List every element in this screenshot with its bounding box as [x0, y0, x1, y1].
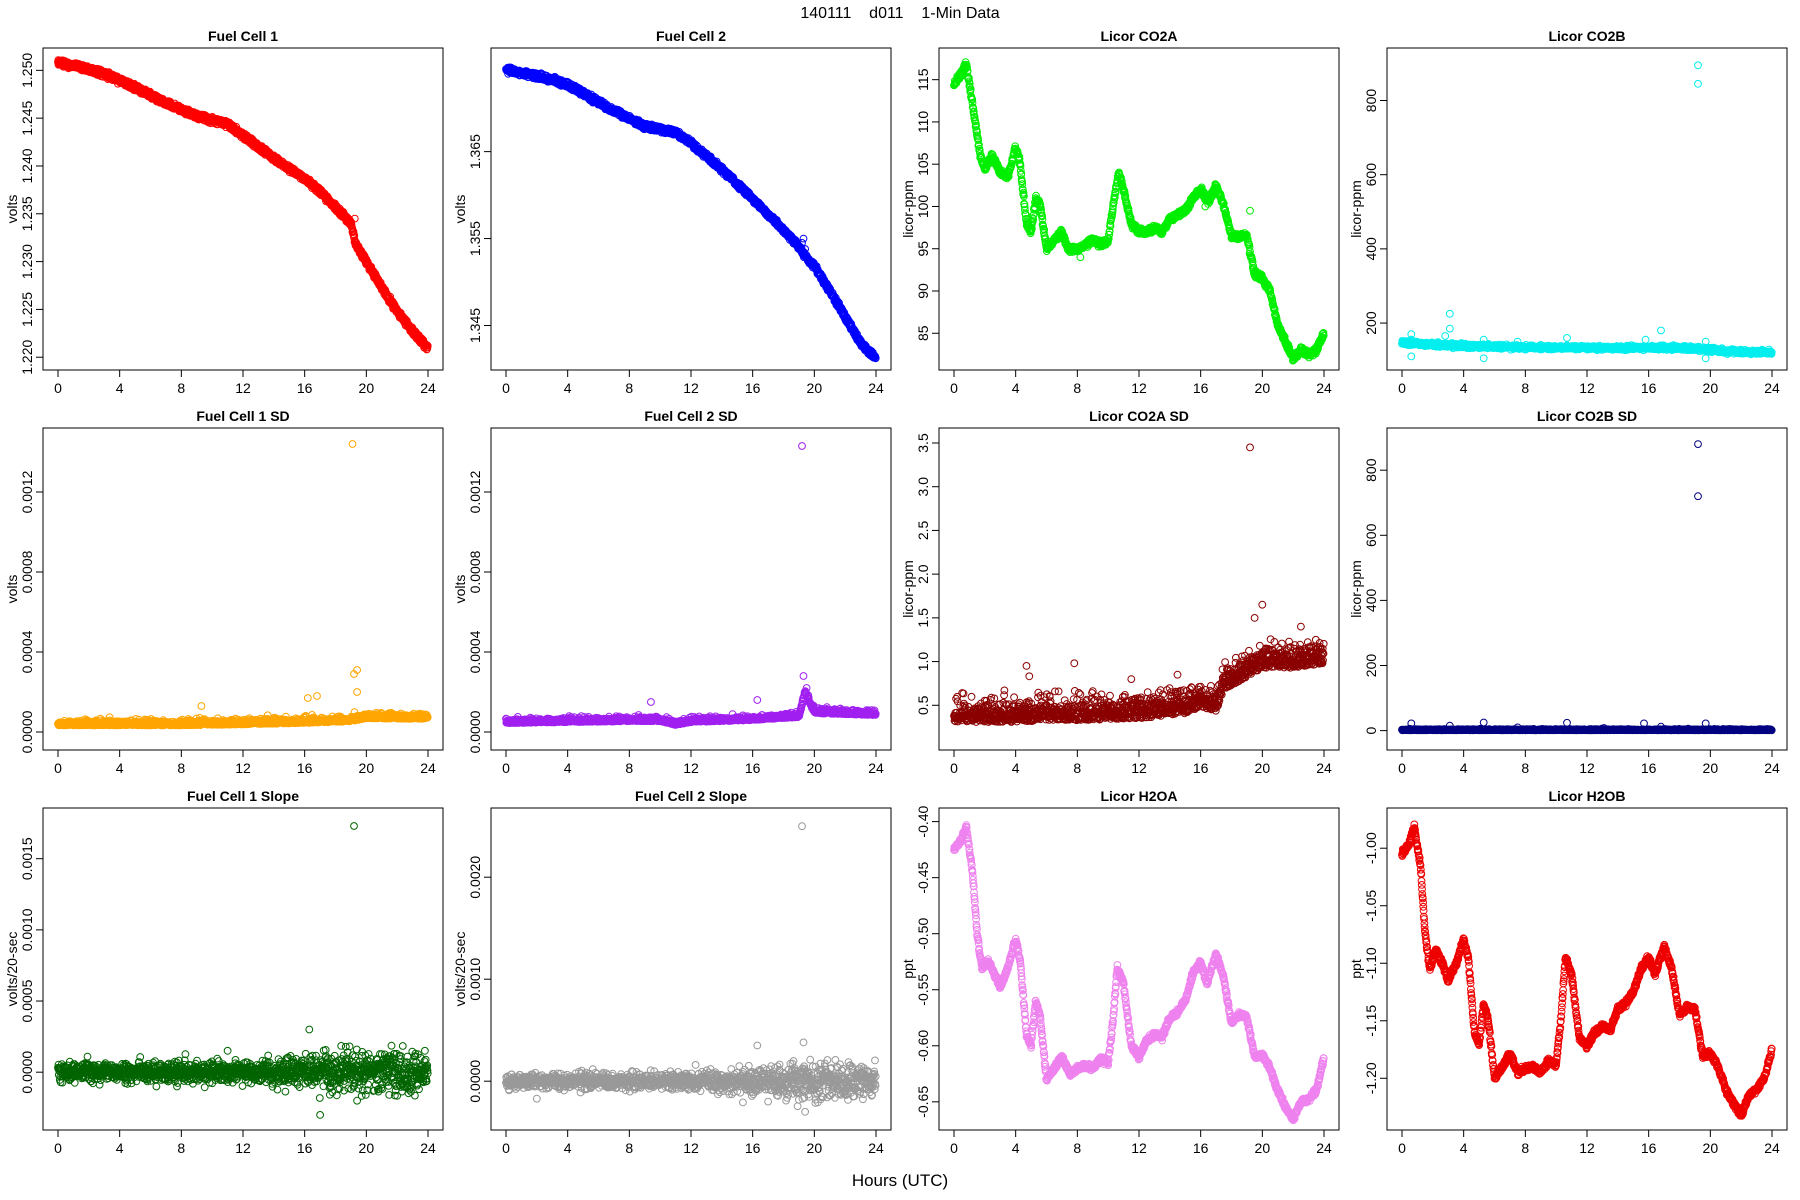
x-tick-label: 24: [420, 380, 436, 396]
x-tick-label: 20: [1703, 380, 1719, 396]
y-tick-label: 400: [1363, 237, 1379, 261]
panels: Fuel Cell 1 0 4 8 12 16 20 24 1.220 1.225 1.230 1.2…: [4, 28, 1788, 1156]
x-tick-label: 12: [683, 380, 699, 396]
y-axis-label: licor-ppm: [900, 180, 916, 238]
x-tick-label: 4: [564, 380, 572, 396]
x-tick-label: 12: [235, 380, 251, 396]
y-tick-label: 1.245: [19, 100, 35, 135]
chart-panel: Fuel Cell 1 0 4 8 12 16 20 24 1.220 1.225 1.230 1.2…: [4, 28, 444, 396]
x-tick-label: 16: [1193, 380, 1209, 396]
x-tick-label: 20: [807, 380, 823, 396]
y-axis-label: volts: [452, 195, 468, 224]
y-tick-label: 1.235: [19, 196, 35, 231]
y-tick-label: 800: [1363, 89, 1379, 113]
x-tick-label: 0: [950, 380, 958, 396]
x-tick-label: 8: [625, 380, 633, 396]
chart-title: Licor CO2B: [1548, 28, 1625, 44]
y-tick-label: 1.250: [19, 53, 35, 88]
x-tick-label: 8: [177, 380, 185, 396]
x-tick-label: 0: [502, 380, 510, 396]
series-points: [54, 56, 432, 354]
y-tick-label: 1.365: [467, 134, 483, 169]
x-tick-label: 20: [359, 380, 375, 396]
x-tick-label: 16: [745, 380, 761, 396]
y-tick-label: 1.240: [19, 148, 35, 183]
figure-xlabel: Hours (UTC): [852, 1171, 948, 1190]
x-tick-label: 24: [1316, 380, 1332, 396]
chart-title: Licor CO2A: [1100, 28, 1177, 44]
chart-title: Fuel Cell 2: [656, 28, 726, 44]
y-tick-label: 105: [915, 152, 931, 176]
y-axis-label: licor-ppm: [1348, 180, 1364, 238]
y-tick-label: 90: [915, 283, 931, 299]
y-tick-label: 115: [915, 68, 931, 91]
y-tick-label: 1.355: [467, 221, 483, 256]
data-point: [349, 228, 358, 236]
y-tick-label: 1.225: [19, 292, 35, 327]
y-tick-label: 1.220: [19, 339, 35, 374]
x-tick-label: 20: [1255, 380, 1271, 396]
x-tick-label: 4: [1012, 380, 1020, 396]
x-tick-label: 0: [54, 380, 62, 396]
x-tick-label: 0: [1398, 380, 1406, 396]
x-tick-label: 8: [1073, 380, 1081, 396]
y-tick-label: 600: [1363, 163, 1379, 187]
chart-title: Fuel Cell 1: [208, 28, 278, 44]
x-tick-label: 12: [1131, 380, 1147, 396]
x-tick-label: 12: [1579, 380, 1595, 396]
x-tick-label: 16: [297, 380, 313, 396]
y-axis-label: volts: [4, 195, 20, 224]
figure-title: 140111 d011 1-Min Data: [800, 5, 999, 22]
y-tick-label: 95: [915, 241, 931, 257]
x-tick-label: 24: [868, 380, 884, 396]
y-tick-label: 1.230: [19, 244, 35, 279]
y-tick-label: 110: [915, 111, 931, 134]
x-tick-label: 4: [1460, 380, 1468, 396]
x-tick-label: 24: [1764, 380, 1780, 396]
y-tick-label: 1.345: [467, 308, 483, 343]
x-tick-label: 16: [1641, 380, 1657, 396]
y-tick-label: 200: [1363, 311, 1379, 335]
x-tick-label: 8: [1521, 380, 1529, 396]
y-tick-label: 85: [915, 325, 931, 341]
x-tick-label: 4: [116, 380, 124, 396]
y-tick-label: 100: [915, 195, 931, 219]
